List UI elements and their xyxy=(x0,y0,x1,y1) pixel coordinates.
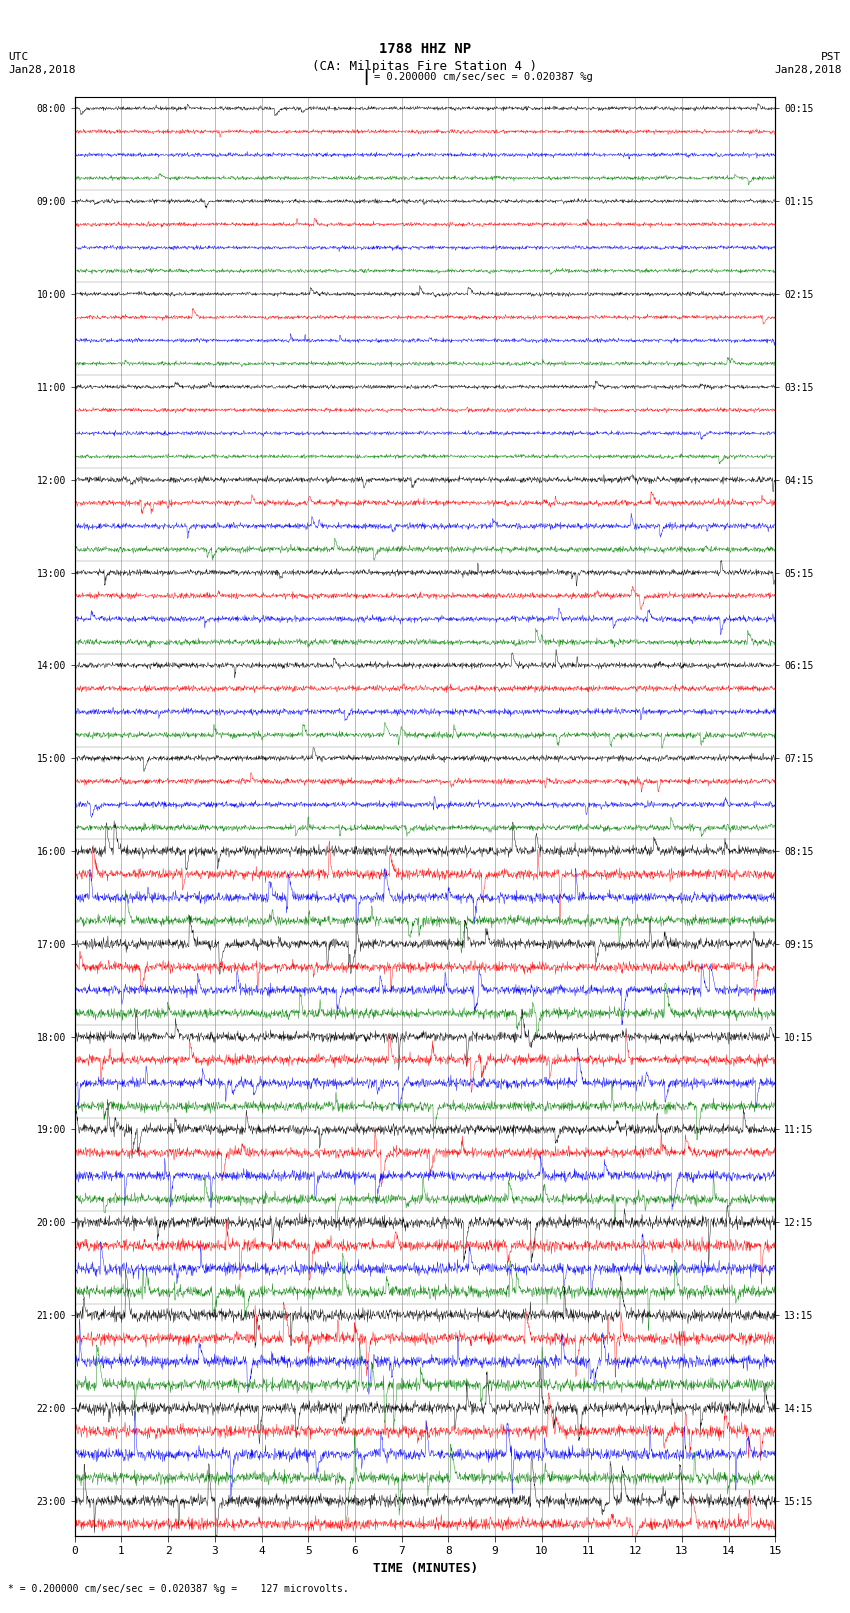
Text: PST: PST xyxy=(821,52,842,61)
Text: 1788 HHZ NP: 1788 HHZ NP xyxy=(379,42,471,56)
Text: |: | xyxy=(361,69,370,85)
Text: Jan28,2018: Jan28,2018 xyxy=(8,65,76,74)
Text: = 0.200000 cm/sec/sec = 0.020387 %g: = 0.200000 cm/sec/sec = 0.020387 %g xyxy=(374,73,592,82)
Text: (CA: Milpitas Fire Station 4 ): (CA: Milpitas Fire Station 4 ) xyxy=(313,60,537,73)
Text: Jan28,2018: Jan28,2018 xyxy=(774,65,842,74)
Text: * = 0.200000 cm/sec/sec = 0.020387 %g =    127 microvolts.: * = 0.200000 cm/sec/sec = 0.020387 %g = … xyxy=(8,1584,349,1594)
X-axis label: TIME (MINUTES): TIME (MINUTES) xyxy=(372,1561,478,1574)
Text: UTC: UTC xyxy=(8,52,29,61)
